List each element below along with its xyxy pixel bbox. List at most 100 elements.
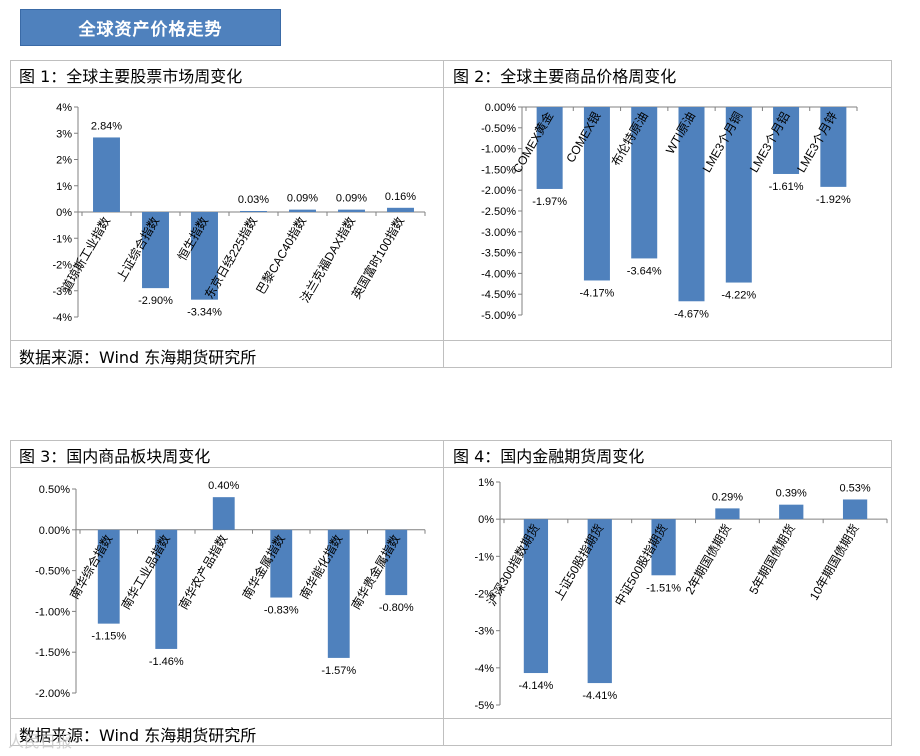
data-label: 0.29% bbox=[712, 491, 743, 503]
data-label: -4.41% bbox=[582, 690, 617, 702]
category-label: 英国富时100指数 bbox=[348, 214, 407, 301]
data-label: -4.17% bbox=[579, 287, 614, 299]
y-tick-label: -0.50% bbox=[35, 566, 70, 578]
y-tick-label: -1.50% bbox=[481, 164, 516, 176]
bar bbox=[289, 209, 316, 212]
bar bbox=[142, 212, 169, 289]
y-tick-label: 2% bbox=[56, 155, 72, 167]
bar bbox=[725, 107, 752, 283]
fig2-title: 图 2：全球主要商品价格周变化 bbox=[453, 67, 677, 86]
data-label: 0.09% bbox=[287, 193, 318, 205]
data-label: -1.51% bbox=[646, 582, 681, 594]
category-label: 2年期国债期货 bbox=[682, 521, 734, 597]
y-tick-label: -5.00% bbox=[481, 310, 516, 322]
y-tick-label: -1% bbox=[52, 233, 72, 245]
bar bbox=[536, 107, 563, 189]
y-tick-label: 0.00% bbox=[39, 525, 70, 537]
category-label: 法兰克福DAX指数 bbox=[297, 214, 358, 305]
page-title: 全球资产价格走势 bbox=[20, 9, 281, 46]
fig3-title: 图 3：国内商品板块周变化 bbox=[19, 447, 211, 466]
data-label: -1.92% bbox=[816, 194, 851, 206]
fig3-chart: 0.50% 0.00% -0.50% -1.00% -1.50% -2.00% -1.15%… bbox=[35, 480, 426, 700]
section-title-bar: 图 1：全球主要股票市场周变化 图 2：全球主要商品价格周变化 bbox=[11, 61, 891, 88]
section-bottom: 图 3：国内商品板块周变化 图 4：国内金融期货周变化 数据来源：Wind 东海… bbox=[10, 440, 892, 746]
y-tick-label: -0.50% bbox=[481, 123, 516, 135]
y-tick-label: -2% bbox=[52, 260, 72, 272]
data-label: 0.40% bbox=[208, 480, 239, 492]
y-tick-label: 3% bbox=[56, 128, 72, 140]
bar bbox=[93, 137, 120, 212]
bar bbox=[327, 529, 350, 658]
y-tick-label: -2.00% bbox=[481, 185, 516, 197]
bar bbox=[191, 212, 218, 300]
data-label: -1.15% bbox=[91, 631, 126, 643]
section-title-bar: 图 3：国内商品板块周变化 图 4：国内金融期货周变化 bbox=[11, 441, 891, 468]
y-tick-label: 0% bbox=[56, 207, 72, 219]
data-label: -2.90% bbox=[138, 295, 173, 307]
y-tick-label: -4.50% bbox=[481, 289, 516, 301]
data-label: -0.80% bbox=[379, 602, 414, 614]
category-label: 南华农产品指数 bbox=[175, 532, 230, 612]
bar bbox=[385, 529, 408, 596]
y-tick-label: -1.50% bbox=[35, 647, 70, 659]
section-top: 图 1：全球主要股票市场周变化 图 2：全球主要商品价格周变化 数据来源：Win… bbox=[10, 60, 892, 368]
data-label: -0.83% bbox=[264, 605, 299, 617]
data-label: 0.53% bbox=[839, 482, 870, 494]
y-tick-label: -1% bbox=[474, 551, 494, 563]
y-tick-label: 1% bbox=[478, 477, 494, 489]
bar bbox=[651, 519, 676, 576]
y-tick-label: -2.50% bbox=[481, 206, 516, 218]
watermark: 人民日报 bbox=[8, 732, 73, 751]
bar bbox=[842, 499, 868, 520]
y-tick-label: 1% bbox=[56, 181, 72, 193]
y-tick-label: -5% bbox=[474, 700, 494, 712]
y-tick-label: -4% bbox=[474, 663, 494, 675]
bar bbox=[212, 497, 235, 530]
bar bbox=[240, 211, 267, 212]
fig1-title: 图 1：全球主要股票市场周变化 bbox=[19, 67, 243, 86]
y-tick-label: -3% bbox=[52, 286, 72, 298]
data-label: -4.22% bbox=[721, 290, 756, 302]
data-label: -1.57% bbox=[321, 665, 356, 677]
data-label: 0.09% bbox=[336, 193, 367, 205]
bar bbox=[678, 107, 705, 302]
bar bbox=[97, 529, 120, 624]
bar bbox=[270, 529, 293, 598]
y-tick-label: 4% bbox=[56, 102, 72, 114]
category-label: 道琼斯工业指数 bbox=[58, 214, 113, 294]
data-label: -1.97% bbox=[532, 196, 567, 208]
fig4-title: 图 4：国内金融期货周变化 bbox=[453, 447, 645, 466]
data-label: -1.46% bbox=[149, 656, 184, 668]
data-label: 0.16% bbox=[385, 191, 416, 203]
section-divider bbox=[443, 441, 444, 745]
section-divider bbox=[443, 61, 444, 367]
data-label: -4.67% bbox=[674, 308, 709, 320]
bar bbox=[523, 519, 549, 674]
data-label: -3.64% bbox=[627, 265, 662, 277]
y-tick-label: -2% bbox=[474, 589, 494, 601]
y-tick-label: -3% bbox=[474, 626, 494, 638]
bar bbox=[820, 107, 847, 187]
data-label: 2.84% bbox=[91, 120, 122, 132]
bar bbox=[773, 107, 800, 174]
category-label: 巴黎CAC40指数 bbox=[253, 214, 309, 297]
section-footer: 数据来源：Wind 东海期货研究所 bbox=[11, 718, 891, 745]
category-label: 5年期国债期货 bbox=[746, 521, 798, 597]
source-note: 数据来源：Wind 东海期货研究所 bbox=[19, 348, 257, 367]
y-tick-label: -4.00% bbox=[481, 268, 516, 280]
y-tick-label: -3.00% bbox=[481, 227, 516, 239]
y-tick-label: -3.50% bbox=[481, 248, 516, 260]
data-label: -3.34% bbox=[187, 307, 222, 319]
y-tick-label: 0.50% bbox=[39, 484, 70, 496]
data-label: -4.14% bbox=[518, 680, 553, 692]
y-tick-label: -2.00% bbox=[35, 688, 70, 700]
bar bbox=[715, 508, 740, 520]
category-label: 10年期国债期货 bbox=[806, 521, 862, 602]
bar bbox=[155, 529, 178, 649]
bar bbox=[387, 207, 414, 212]
bar bbox=[779, 504, 804, 520]
bar bbox=[338, 209, 365, 212]
bar bbox=[631, 107, 658, 259]
section-footer: 数据来源：Wind 东海期货研究所 bbox=[11, 340, 891, 367]
source-note: 数据来源：Wind 东海期货研究所 bbox=[19, 726, 257, 745]
